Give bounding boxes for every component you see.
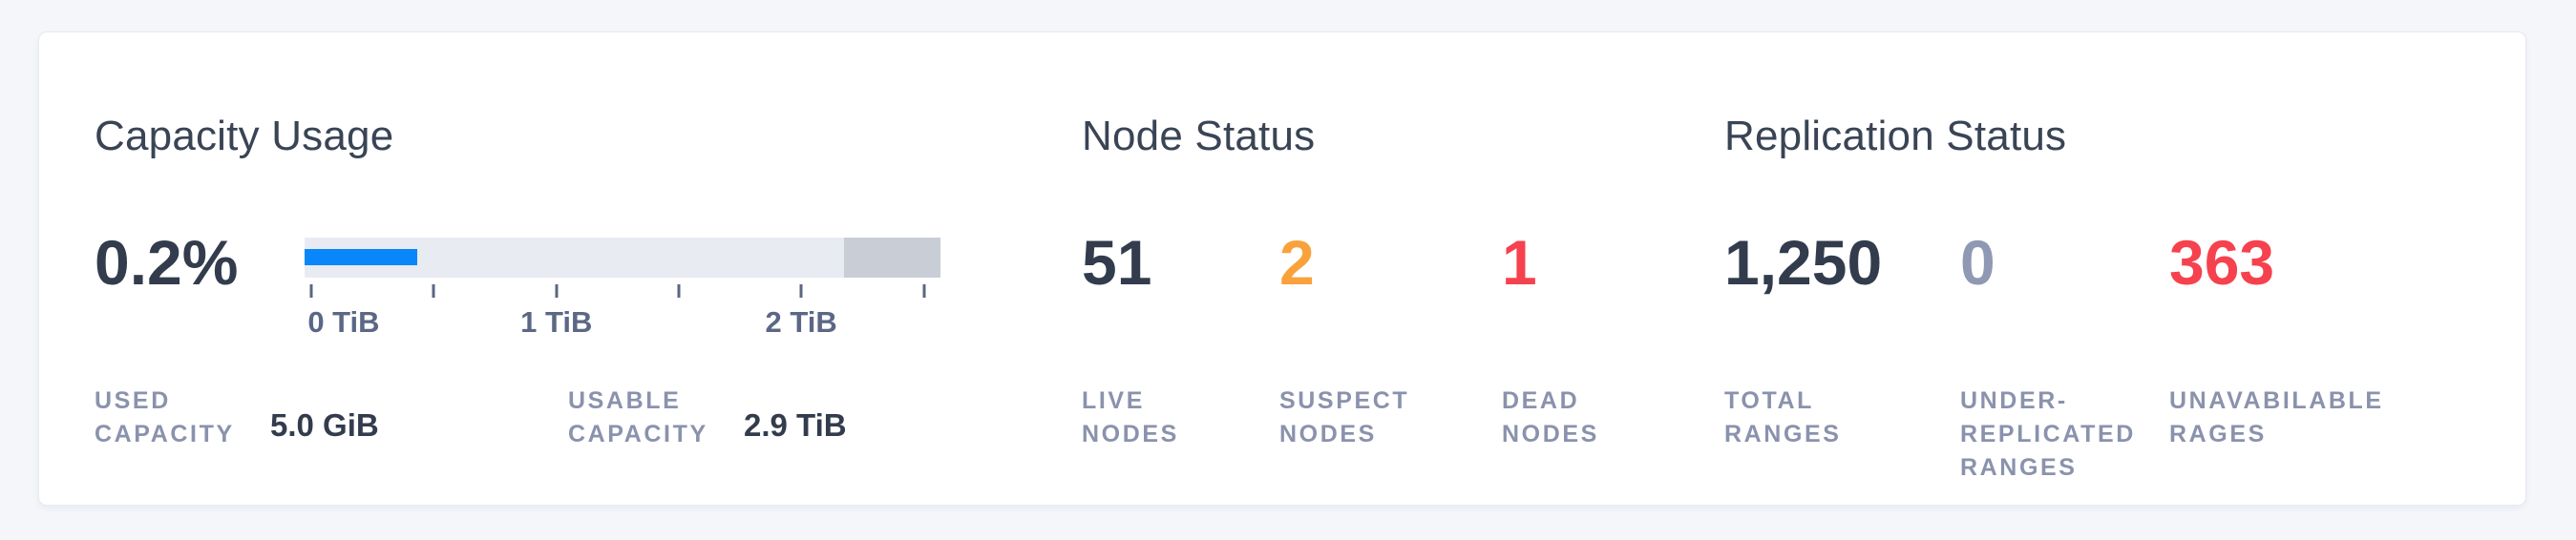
capacity-bar-chart: 0 TiB 1 TiB 2 TiB <box>305 238 940 362</box>
axis-tick <box>309 284 313 298</box>
axis-tick-label-1tib: 1 TiB <box>520 305 593 339</box>
capacity-bar-reserved-segment <box>843 238 940 278</box>
capacity-bar-used-segment <box>305 249 417 265</box>
suspect-nodes-count: 2 <box>1279 227 1315 298</box>
unavailable-ranges-label: UNAVABILABLE RAGES <box>2169 387 2384 447</box>
capacity-usage-title: Capacity Usage <box>95 113 394 159</box>
axis-tick-label-0tib: 0 TiB <box>307 305 380 339</box>
used-capacity-value: 5.0 GiB <box>270 407 379 443</box>
suspect-nodes-label: SUSPECT NODES <box>1279 387 1410 447</box>
usable-capacity-label: USABLE CAPACITY <box>568 387 708 447</box>
node-status-title: Node Status <box>1082 113 1316 159</box>
capacity-used-percent: 0.2% <box>95 227 239 298</box>
axis-tick <box>432 284 435 298</box>
cluster-overview-card: Capacity Usage 0.2% 0 TiB 1 TiB 2 TiB US… <box>38 31 2526 506</box>
axis-tick <box>555 284 559 298</box>
axis-tick <box>799 284 803 298</box>
live-nodes-count: 51 <box>1082 227 1152 298</box>
axis-tick-label-2tib: 2 TiB <box>765 305 837 339</box>
used-capacity-label: USED CAPACITY <box>95 387 235 447</box>
axis-tick <box>677 284 681 298</box>
replication-status-title: Replication Status <box>1724 113 2067 159</box>
under-replicated-ranges-label: UNDER- REPLICATED RANGES <box>1960 387 2136 481</box>
total-ranges-label: TOTAL RANGES <box>1724 387 1842 447</box>
usable-capacity-value: 2.9 TiB <box>744 407 847 443</box>
unavailable-ranges-count: 363 <box>2169 227 2275 298</box>
total-ranges-count: 1,250 <box>1724 227 1883 298</box>
dead-nodes-label: DEAD NODES <box>1502 387 1599 447</box>
dead-nodes-count: 1 <box>1502 227 1537 298</box>
axis-tick <box>922 284 926 298</box>
under-replicated-ranges-count: 0 <box>1960 227 1995 298</box>
live-nodes-label: LIVE NODES <box>1082 387 1179 447</box>
